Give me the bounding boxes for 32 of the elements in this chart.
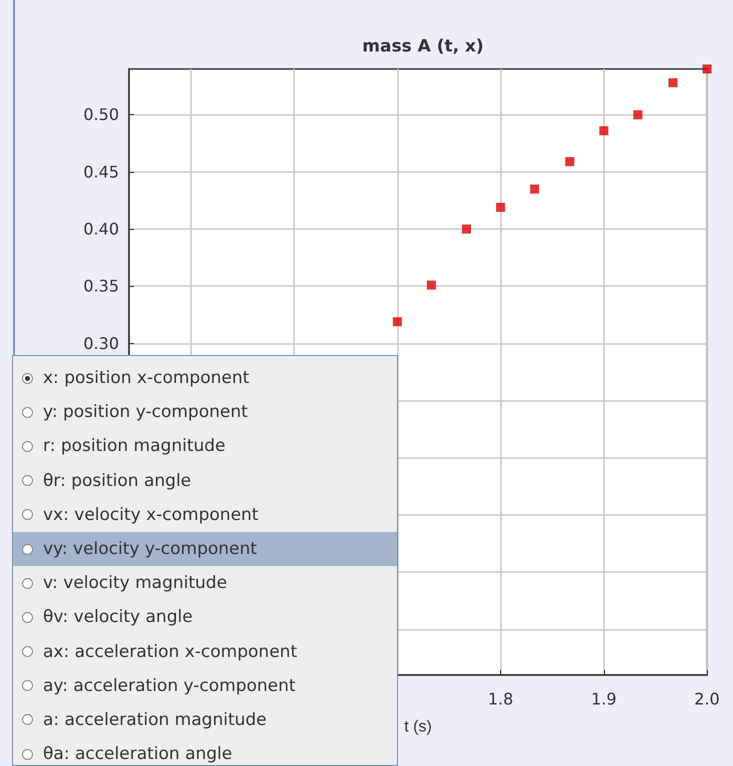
y-tick-label: 0.40 bbox=[83, 220, 119, 239]
annotation: θr: position angle bbox=[43, 470, 192, 491]
annotation: vy: velocity y-component bbox=[43, 539, 257, 560]
annotation: r: position magnitude bbox=[43, 436, 226, 456]
text: ay: acceleration y-component bbox=[43, 676, 296, 696]
x-tick-label: 1.9 bbox=[591, 690, 617, 708]
y-tick-label: 0.35 bbox=[83, 276, 119, 296]
point bbox=[702, 64, 712, 74]
x-tick-label: 1.8 bbox=[488, 690, 514, 708]
annotation: v: velocity magnitude bbox=[43, 573, 228, 594]
y-tick-label: 0.45 bbox=[83, 162, 119, 182]
annotation: vx: velocity x-component bbox=[43, 504, 258, 525]
text: θa: acceleration angle bbox=[43, 744, 232, 764]
annotation: ax: acceleration x-component bbox=[43, 642, 298, 662]
x-axis-title: t (s) bbox=[404, 718, 432, 736]
point bbox=[496, 202, 506, 212]
point bbox=[426, 280, 436, 290]
x-tick-label: 2.0 bbox=[694, 690, 720, 708]
point bbox=[599, 126, 608, 136]
point bbox=[633, 110, 642, 120]
point bbox=[565, 157, 574, 166]
chart-title: mass A (t, x) bbox=[362, 36, 484, 56]
point bbox=[530, 184, 540, 194]
y-tick-label: 0.30 bbox=[83, 334, 119, 353]
annotation: x: position x-component bbox=[43, 368, 250, 388]
point bbox=[462, 224, 472, 234]
annotation: y: position y-component bbox=[43, 402, 248, 422]
text: a: acceleration magnitude bbox=[43, 710, 267, 730]
y-tick-label: 0.50 bbox=[83, 105, 119, 124]
point bbox=[668, 78, 678, 88]
point bbox=[392, 317, 402, 326]
annotation: θv: velocity angle bbox=[43, 607, 193, 628]
